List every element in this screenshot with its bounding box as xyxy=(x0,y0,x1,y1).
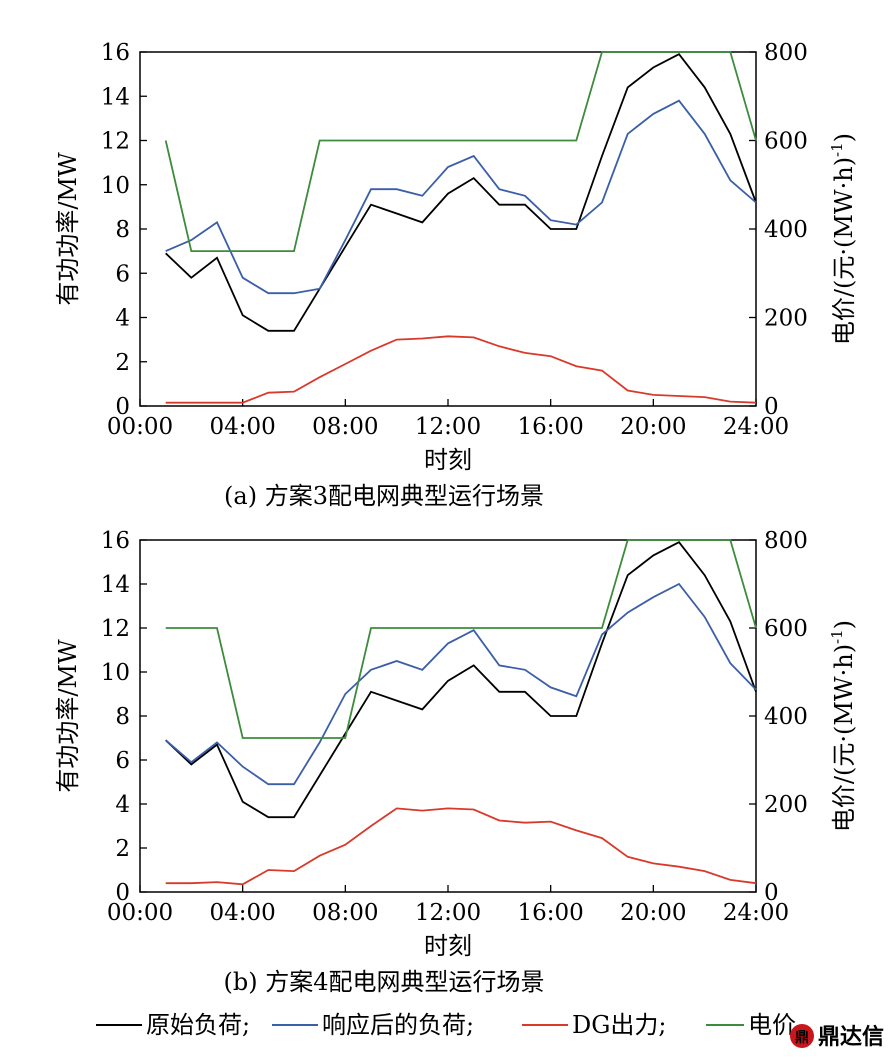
y-tick-label: 0 xyxy=(115,394,130,420)
watermark-icon xyxy=(790,1024,814,1048)
y2-tick-label: 400 xyxy=(764,704,808,730)
series-line-2 xyxy=(165,335,757,404)
watermark-icon-glyph: 鼎 xyxy=(795,1029,809,1046)
series-line-0 xyxy=(165,541,757,819)
y-tick-label: 16 xyxy=(101,40,130,66)
y2-tick-label: 200 xyxy=(764,792,808,818)
y-axis-title: 有功功率/MW xyxy=(54,152,82,306)
x-tick-label: 24:00 xyxy=(723,900,789,926)
y-tick-label: 12 xyxy=(101,129,130,155)
y2-tick-label: 400 xyxy=(764,217,808,243)
y-tick-label: 10 xyxy=(101,660,130,686)
legend-label-0: 原始负荷; xyxy=(146,1011,250,1039)
y2-axis-title: 电价/(元·(MW·h)-1) xyxy=(828,620,858,832)
y-tick-label: 4 xyxy=(115,792,130,818)
watermark-text: 鼎达信 xyxy=(818,1024,884,1050)
legend-label-2: DG出力; xyxy=(572,1011,667,1039)
y-tick-label: 2 xyxy=(115,836,130,862)
y2-axis-title-end: ) xyxy=(830,133,858,142)
y-tick-label: 8 xyxy=(115,704,130,730)
x-tick-label: 16:00 xyxy=(518,414,584,440)
x-tick-label: 24:00 xyxy=(723,414,789,440)
x-tick-label: 04:00 xyxy=(210,414,276,440)
x-tick-label: 16:00 xyxy=(518,900,584,926)
y-tick-label: 16 xyxy=(101,528,130,554)
y2-axis-title: 电价/(元·(MW·h)-1) xyxy=(828,133,858,345)
y-tick-label: 14 xyxy=(101,84,130,110)
x-tick-label: 12:00 xyxy=(415,414,481,440)
x-axis-title: 时刻 xyxy=(424,932,472,960)
y-tick-label: 12 xyxy=(101,616,130,642)
x-tick-label: 00:00 xyxy=(107,414,173,440)
y2-tick-label: 800 xyxy=(764,528,808,554)
x-tick-label: 12:00 xyxy=(415,900,481,926)
series-line-1 xyxy=(165,582,757,786)
x-tick-label: 20:00 xyxy=(620,414,686,440)
y-tick-label: 14 xyxy=(101,572,130,598)
y2-tick-label: 800 xyxy=(764,40,808,66)
y2-tick-label: 600 xyxy=(764,129,808,155)
y-axis-title: 有功功率/MW xyxy=(54,639,82,793)
series-line-1 xyxy=(165,99,757,295)
legend-label-1: 响应后的负荷; xyxy=(322,1011,474,1039)
legend-label-3: 电价 xyxy=(748,1011,796,1039)
x-tick-label: 00:00 xyxy=(107,900,173,926)
series-line-0 xyxy=(165,53,757,332)
legend: 原始负荷; 响应后的负荷; DG出力; 电价 xyxy=(96,1011,796,1039)
x-tick-label: 04:00 xyxy=(210,900,276,926)
y2-axis-title-sup: -1 xyxy=(828,142,846,157)
x-tick-label: 08:00 xyxy=(312,900,378,926)
chart-panel-b: 0 2 4 6 8 10 12 14 16 0 200 400 600 800 00:00 04:00 08:0… xyxy=(54,528,858,996)
panel-caption: (a) 方案3配电网典型运行场景 xyxy=(224,482,544,510)
y-tick-label: 8 xyxy=(115,217,130,243)
y-tick-label: 6 xyxy=(115,748,130,774)
y-tick-label: 2 xyxy=(115,350,130,376)
y2-axis-title-sup: -1 xyxy=(828,629,846,644)
y2-axis-title-main: 电价/(元·(MW·h) xyxy=(830,157,858,345)
y-tick-label: 10 xyxy=(101,173,130,199)
y-tick-label: 0 xyxy=(115,880,130,906)
y2-tick-label: 600 xyxy=(764,616,808,642)
y2-axis-title-main: 电价/(元·(MW·h) xyxy=(830,644,858,832)
panel-caption: (b) 方案4配电网典型运行场景 xyxy=(224,968,545,996)
plot-frame-a xyxy=(139,51,757,407)
y2-tick-label: 0 xyxy=(764,880,779,906)
y2-axis-title-end: ) xyxy=(830,620,858,629)
chart-panel-a: 0 2 4 6 8 10 12 14 16 0 200 400 600 800 00:00 04:00 08:0… xyxy=(54,40,858,510)
series-line-3 xyxy=(165,539,757,739)
series-line-2 xyxy=(165,807,757,886)
y2-tick-label: 0 xyxy=(764,394,779,420)
series-line-3 xyxy=(164,51,757,253)
y-tick-label: 6 xyxy=(115,261,130,287)
x-tick-label: 20:00 xyxy=(620,900,686,926)
x-axis-title: 时刻 xyxy=(424,446,472,474)
y-tick-label: 4 xyxy=(115,306,130,332)
x-tick-label: 08:00 xyxy=(312,414,378,440)
watermark-logo: 鼎 鼎达信 xyxy=(790,1024,884,1050)
y2-tick-label: 200 xyxy=(764,306,808,332)
